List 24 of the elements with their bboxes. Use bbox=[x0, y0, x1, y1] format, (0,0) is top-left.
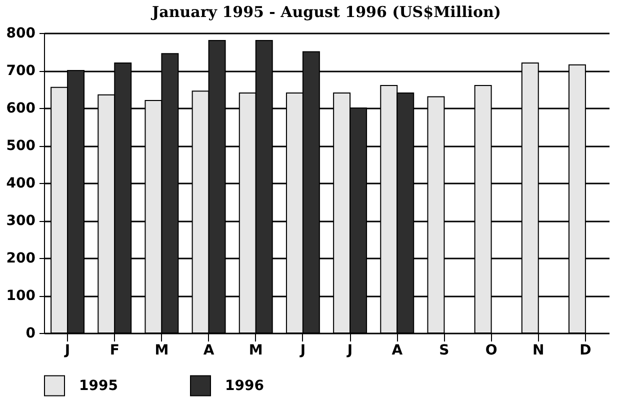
y-tick-label: 0 bbox=[26, 326, 36, 342]
x-tick-label: O bbox=[485, 342, 498, 358]
y-tick-label: 800 bbox=[6, 26, 36, 42]
y-tick-label: 400 bbox=[6, 176, 36, 192]
x-tick-label: D bbox=[580, 342, 592, 358]
y-tick-label: 300 bbox=[6, 213, 36, 229]
legend-label: 1996 bbox=[225, 378, 264, 394]
x-tick-label: J bbox=[346, 342, 353, 358]
y-tick-label: 700 bbox=[6, 63, 36, 79]
x-tick-label: J bbox=[299, 342, 306, 358]
y-tick-label: 500 bbox=[6, 138, 36, 154]
x-tick-label: A bbox=[392, 342, 403, 358]
x-tick-label: M bbox=[154, 342, 169, 358]
x-tick-label: N bbox=[532, 342, 544, 358]
x-tick-label: M bbox=[248, 342, 263, 358]
y-tick-label: 100 bbox=[6, 288, 36, 304]
y-tick-label: 200 bbox=[6, 250, 36, 266]
legend-label: 1995 bbox=[79, 378, 118, 394]
chart-title: January 1995 - August 1996 (US$Million) bbox=[150, 3, 501, 21]
x-tick-label: J bbox=[64, 342, 70, 358]
x-tick-label: S bbox=[439, 342, 450, 358]
x-tick-label: A bbox=[203, 342, 214, 358]
y-tick-label: 600 bbox=[6, 100, 36, 116]
x-tick-label: F bbox=[110, 342, 120, 358]
